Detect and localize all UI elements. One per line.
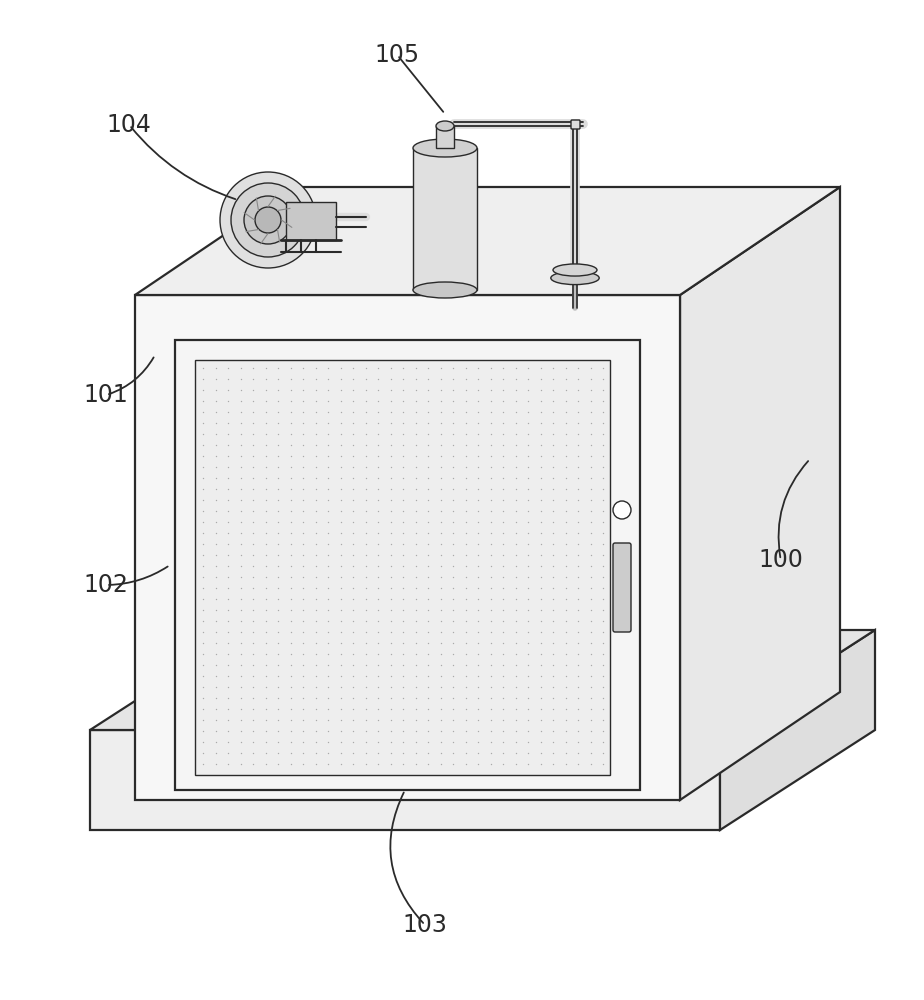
Ellipse shape xyxy=(551,271,599,285)
Polygon shape xyxy=(286,202,336,240)
Text: 100: 100 xyxy=(759,548,803,572)
Polygon shape xyxy=(680,187,840,800)
Circle shape xyxy=(244,196,292,244)
Polygon shape xyxy=(413,148,477,290)
Ellipse shape xyxy=(413,282,477,298)
Text: 103: 103 xyxy=(403,913,447,937)
FancyBboxPatch shape xyxy=(613,543,631,632)
Ellipse shape xyxy=(413,139,477,157)
Polygon shape xyxy=(720,630,875,830)
Polygon shape xyxy=(90,730,720,830)
Polygon shape xyxy=(436,126,454,148)
Text: 101: 101 xyxy=(84,383,128,407)
Polygon shape xyxy=(135,295,680,800)
Text: 102: 102 xyxy=(84,573,128,597)
Circle shape xyxy=(220,172,316,268)
Text: 104: 104 xyxy=(107,113,152,137)
Polygon shape xyxy=(195,360,610,775)
Ellipse shape xyxy=(553,264,597,276)
Polygon shape xyxy=(175,340,640,790)
Circle shape xyxy=(255,207,281,233)
Circle shape xyxy=(613,501,631,519)
Polygon shape xyxy=(90,630,875,730)
FancyBboxPatch shape xyxy=(571,120,580,129)
Circle shape xyxy=(231,183,305,257)
Ellipse shape xyxy=(436,121,454,131)
Text: 105: 105 xyxy=(375,43,419,67)
Polygon shape xyxy=(135,187,840,295)
